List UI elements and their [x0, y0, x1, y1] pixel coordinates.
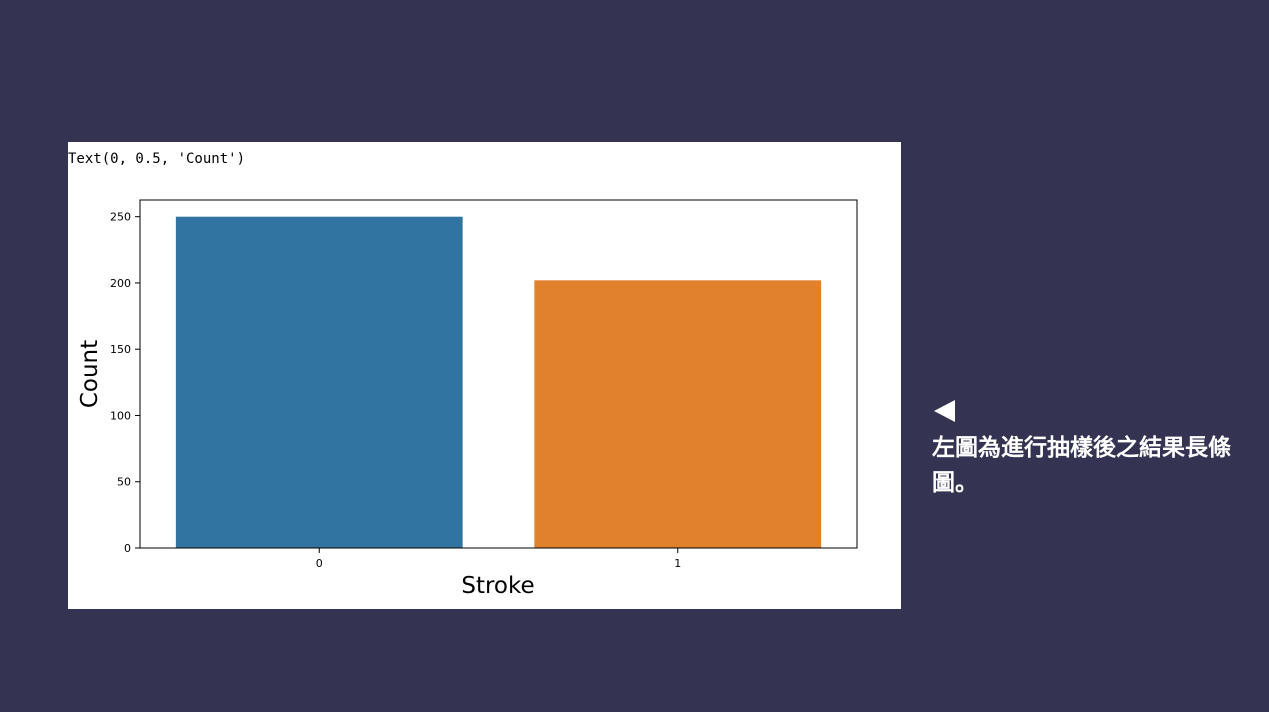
y-axis-label: Count: [77, 340, 103, 408]
bars-group: [175, 216, 822, 548]
side-note: 左圖為進行抽樣後之結果長條圖。: [932, 400, 1262, 500]
y-tick-label: 150: [110, 343, 131, 356]
x-axis-label: Stroke: [461, 573, 534, 599]
bar-1: [534, 280, 822, 548]
y-tick-label: 100: [110, 409, 131, 422]
y-tick-label: 250: [110, 211, 131, 224]
bar-0: [175, 216, 463, 548]
y-tick-label: 50: [117, 476, 131, 489]
x-tick-label: 0: [316, 557, 323, 570]
y-tick-label: 200: [110, 277, 131, 290]
axes-frame: [139, 199, 858, 549]
x-tick-label: 1: [674, 557, 681, 570]
y-ticks-group: 0 50 100 150 200 250: [110, 211, 140, 555]
left-triangle-icon: [934, 400, 955, 422]
note-text: 左圖為進行抽樣後之結果長條圖。: [932, 434, 1231, 496]
cell-output-text: Text(0, 0.5, 'Count'): [68, 151, 246, 167]
y-tick-label: 0: [124, 542, 131, 555]
